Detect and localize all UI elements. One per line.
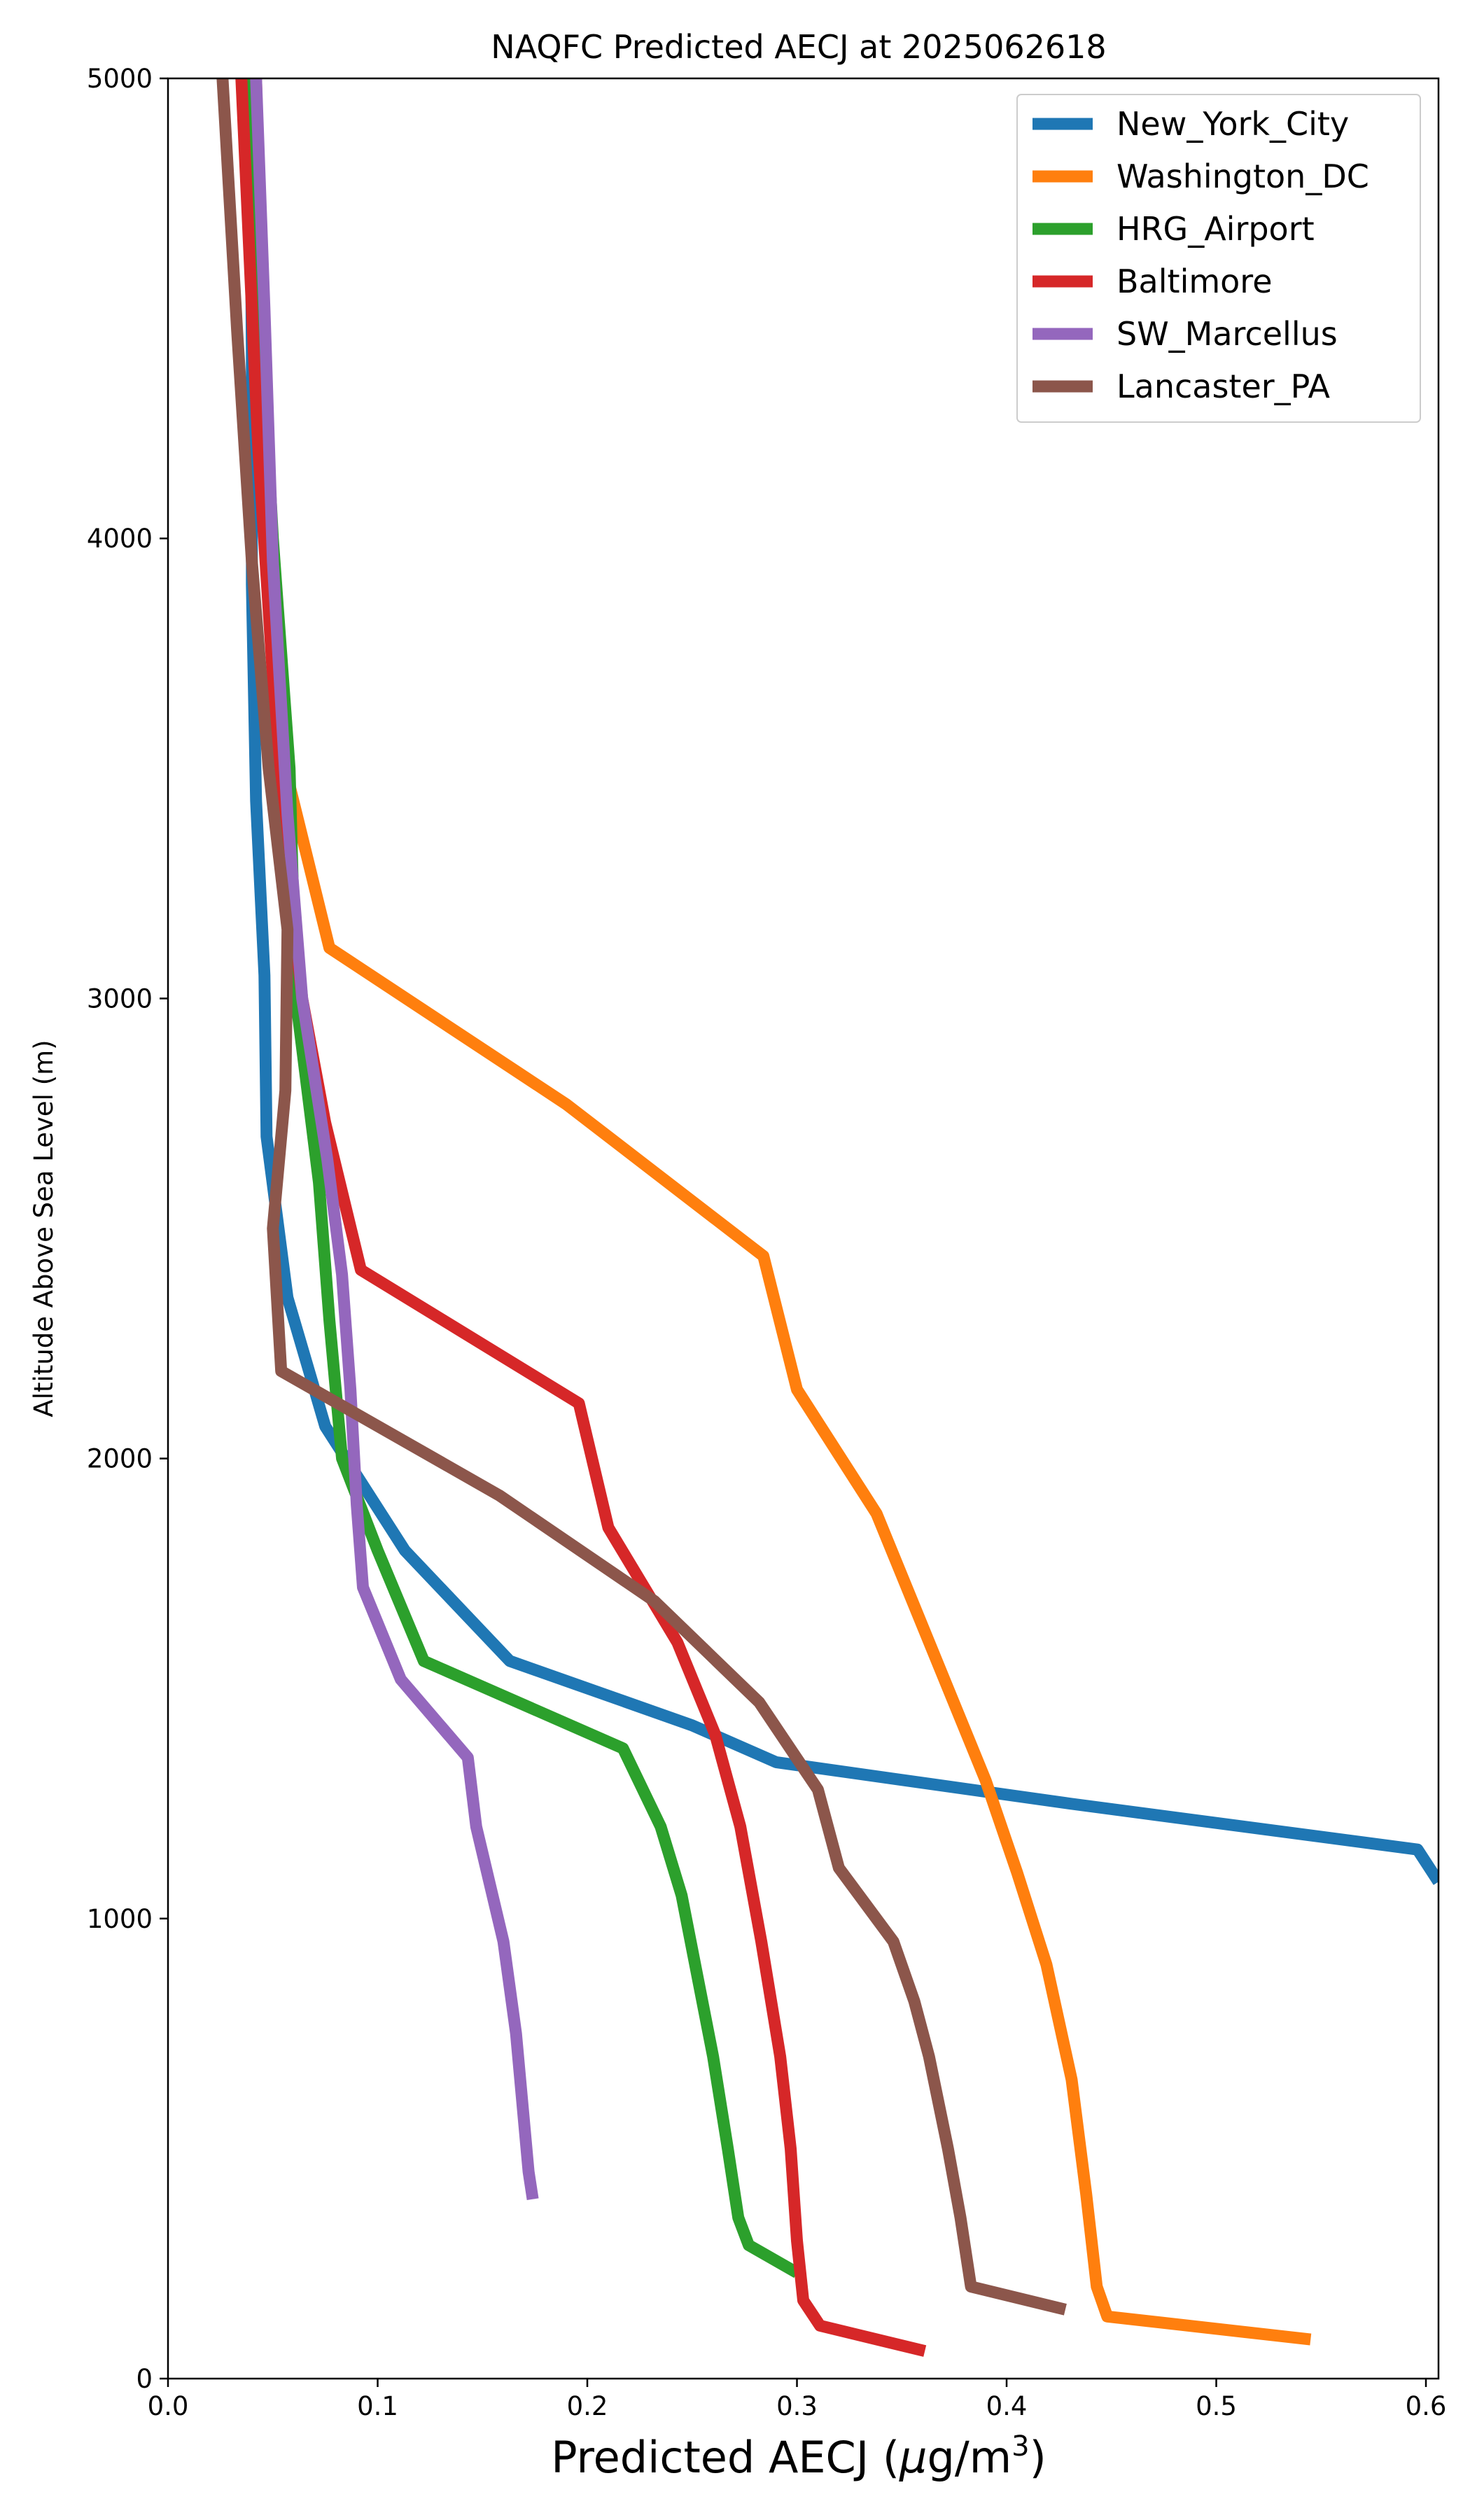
legend-label-lancaster-pa: Lancaster_PA [1116, 368, 1330, 405]
x-tick-label: 0.1 [357, 2391, 398, 2421]
legend-label-hrg-airport: HRG_Airport [1116, 210, 1315, 248]
x-axis-label-unit: g/m [927, 2432, 1011, 2483]
series-line-sw-marcellus [250, 78, 539, 2200]
y-tick-label: 1000 [87, 1904, 153, 1934]
y-tick-label: 5000 [87, 64, 153, 94]
x-tick-label: 0.6 [1406, 2391, 1447, 2421]
x-tick-label: 0.0 [148, 2391, 189, 2421]
y-tick-label: 0 [136, 2364, 153, 2394]
y-tick-label: 2000 [87, 1444, 153, 1474]
series-line-new-york-city [244, 78, 1438, 1885]
x-axis-label: Predicted AECJ (μg/m3) [551, 2430, 1046, 2483]
x-tick-label: 0.4 [986, 2391, 1028, 2421]
series-line-lancaster-pa [216, 78, 1067, 2316]
x-tick-label: 0.5 [1196, 2391, 1237, 2421]
y-axis: 0 1000 2000 3000 4000 5000 [87, 64, 168, 2394]
legend: New_York_City Washington_DC HRG_Airport Bal… [1016, 94, 1421, 423]
legend-label-baltimore: Baltimore [1116, 262, 1273, 300]
y-tick-label: 3000 [87, 983, 153, 1014]
plot-area [167, 77, 1440, 2380]
legend-label-new-york-city: New_York_City [1116, 105, 1349, 143]
x-axis-label-superscript: 3 [1011, 2430, 1029, 2463]
x-axis-label-base: Predicted AECJ ( [551, 2432, 899, 2483]
legend-box [1016, 94, 1421, 423]
x-axis-label-end: ) [1030, 2432, 1046, 2483]
x-tick-label: 0.3 [776, 2391, 818, 2421]
legend-label-sw-marcellus: SW_Marcellus [1116, 315, 1338, 353]
y-axis-label: Altitude Above Sea Level (m) [29, 1040, 59, 1417]
plot-frame [167, 77, 1440, 2380]
x-tick-label: 0.2 [567, 2391, 608, 2421]
series-lines [216, 78, 1438, 2357]
legend-label-washington-dc: Washington_DC [1116, 158, 1369, 195]
x-axis: 0.0 0.1 0.2 0.3 0.4 0.5 0.6 [148, 2379, 1447, 2421]
y-tick-label: 4000 [87, 524, 153, 554]
chart-title: NAQFC Predicted AECJ at 2025062618 [491, 28, 1106, 66]
x-axis-label-mu: μ [899, 2432, 927, 2483]
series-line-baltimore [235, 78, 927, 2357]
